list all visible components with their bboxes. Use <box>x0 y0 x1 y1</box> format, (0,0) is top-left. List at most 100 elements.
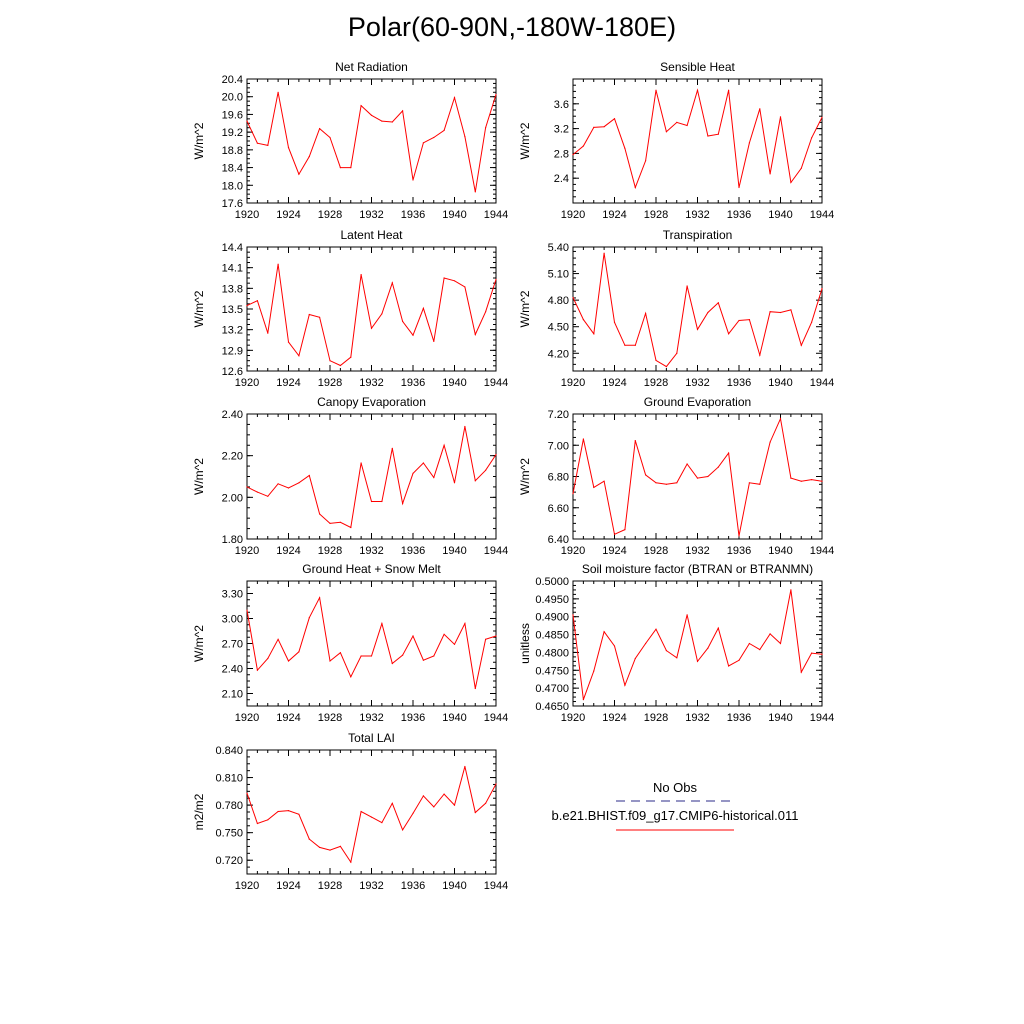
data-point <box>433 806 435 808</box>
data-point <box>474 333 476 336</box>
plot-frame <box>246 413 497 540</box>
x-tick-label: 1928 <box>318 209 342 221</box>
data-point <box>613 533 616 535</box>
data-point <box>422 142 424 144</box>
data-point <box>402 654 404 656</box>
data-point <box>624 344 626 346</box>
y-tick-label: 0.810 <box>215 773 243 785</box>
series-line <box>572 589 823 700</box>
data-point <box>433 476 435 479</box>
data-point <box>350 676 352 678</box>
data-point <box>790 589 792 591</box>
data-point <box>495 93 497 96</box>
x-tick-label: 1932 <box>359 545 383 557</box>
y-axis-label: W/m^2 <box>192 122 206 159</box>
x-tick-label: 1920 <box>561 545 585 557</box>
data-point <box>391 282 393 284</box>
data-point <box>298 173 300 175</box>
panel-8: Total LAI m2/m2 1920 1924 1928 1932 1936 1940 19… <box>192 731 508 892</box>
y-axis-label: W/m^2 <box>192 458 206 495</box>
x-tick-label: 1928 <box>644 545 668 557</box>
data-point <box>433 655 435 657</box>
x-tick-label: 1920 <box>235 880 259 892</box>
data-point <box>717 133 719 135</box>
data-point <box>350 167 352 169</box>
x-tick-label: 1928 <box>644 209 668 221</box>
y-axis-label: W/m^2 <box>518 458 532 495</box>
data-point <box>412 179 414 181</box>
data-point <box>308 617 310 619</box>
data-point <box>339 521 341 523</box>
data-point <box>474 687 476 690</box>
y-tick-label: 0.4900 <box>535 612 569 624</box>
data-point <box>572 296 574 299</box>
x-tick-label: 1932 <box>359 377 383 389</box>
data-point <box>676 657 678 659</box>
data-point <box>246 609 248 611</box>
data-point <box>603 126 605 128</box>
y-tick-label: 0.4850 <box>535 630 569 642</box>
x-tick-label: 1944 <box>484 880 508 892</box>
y-tick-label: 14.1 <box>222 263 243 275</box>
y-tick-label: 12.6 <box>222 366 243 378</box>
data-point <box>572 614 574 616</box>
data-point <box>593 670 595 672</box>
data-point <box>329 849 331 851</box>
x-tick-label: 1936 <box>727 209 751 221</box>
data-point <box>495 783 497 785</box>
data-point <box>811 479 813 481</box>
data-point <box>298 813 300 815</box>
data-point <box>402 110 404 112</box>
data-point <box>485 638 487 640</box>
data-point <box>339 364 341 367</box>
data-point <box>391 121 393 123</box>
y-tick-label: 2.8 <box>554 148 569 160</box>
x-tick-label: 1920 <box>235 377 259 389</box>
data-point <box>339 652 341 654</box>
data-point <box>603 252 605 254</box>
data-point <box>593 333 595 335</box>
x-tick-label: 1936 <box>401 209 425 221</box>
data-point <box>811 652 813 654</box>
data-point <box>287 660 290 662</box>
y-tick-label: 1.80 <box>222 534 243 546</box>
data-point <box>298 651 300 653</box>
data-point <box>811 321 813 323</box>
data-point <box>696 328 699 330</box>
data-point <box>339 167 341 169</box>
y-tick-label: 13.2 <box>222 325 243 337</box>
panel-title: Ground Heat + Snow Melt <box>302 562 441 576</box>
data-point <box>613 118 616 120</box>
data-point <box>728 89 730 91</box>
data-point <box>593 486 595 488</box>
series-line <box>572 253 823 368</box>
y-tick-label: 0.840 <box>215 745 243 757</box>
data-point <box>769 633 771 635</box>
data-point <box>707 475 709 478</box>
data-point <box>485 802 487 804</box>
panel-6: Ground Heat + Snow Melt W/m^2 1920 1924 1928… <box>192 562 508 724</box>
data-point <box>308 155 310 158</box>
data-point <box>624 147 626 149</box>
y-axis-label: unitless <box>518 623 532 664</box>
legend-label-model: b.e21.BHIST.f09_g17.CMIP6-historical.011 <box>552 808 799 823</box>
series-line <box>246 92 497 192</box>
data-point <box>453 97 456 99</box>
series-line <box>572 416 823 536</box>
data-point <box>308 474 310 477</box>
data-point <box>800 167 802 169</box>
data-point <box>582 438 585 440</box>
data-point <box>339 845 341 848</box>
data-point <box>728 452 730 454</box>
x-tick-label: 1944 <box>484 545 508 557</box>
data-point <box>748 319 751 321</box>
data-point <box>412 334 414 336</box>
data-point <box>350 526 352 529</box>
x-tick-label: 1924 <box>276 209 300 221</box>
data-point <box>246 486 248 488</box>
data-point <box>246 305 248 307</box>
data-point <box>256 300 258 302</box>
data-point <box>821 653 823 655</box>
data-point <box>246 120 248 122</box>
